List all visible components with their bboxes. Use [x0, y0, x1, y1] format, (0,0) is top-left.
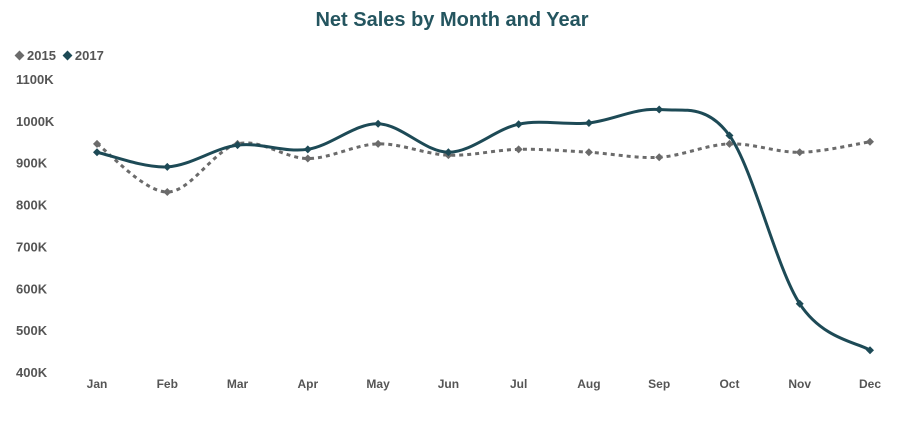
y-tick-label: 900K [16, 156, 48, 171]
x-tick-label: May [366, 377, 390, 391]
data-point-2017 [303, 145, 312, 154]
data-point-2017 [655, 105, 664, 114]
data-point-2015 [93, 139, 101, 148]
data-point-2017 [93, 148, 101, 157]
data-point-2015 [374, 139, 383, 148]
y-tick-label: 700K [16, 239, 48, 254]
x-tick-label: Aug [577, 377, 600, 391]
x-tick-label: Mar [227, 377, 249, 391]
data-point-2015 [655, 153, 664, 162]
legend-item-2015: 2015 [14, 48, 56, 63]
data-point-2015 [866, 137, 874, 146]
data-point-2015 [725, 139, 734, 148]
data-point-2017 [374, 119, 383, 128]
legend: 2015 2017 [14, 48, 104, 63]
x-tick-label: Sep [648, 377, 670, 391]
x-tick-label: Jun [438, 377, 459, 391]
y-tick-label: 800K [16, 198, 48, 213]
data-point-2017 [163, 162, 172, 171]
data-point-2017 [866, 346, 874, 355]
y-tick-label: 400K [16, 365, 48, 380]
data-point-2017 [725, 131, 734, 140]
data-point-2017 [795, 299, 804, 308]
data-point-2017 [233, 141, 242, 150]
x-tick-label: Feb [157, 377, 178, 391]
data-point-2015 [795, 148, 804, 157]
y-tick-label: 1000K [16, 114, 55, 129]
legend-item-2017: 2017 [62, 48, 104, 63]
x-tick-label: Nov [788, 377, 811, 391]
data-point-2015 [303, 154, 312, 163]
data-point-2015 [584, 148, 593, 157]
data-point-2017 [514, 120, 523, 129]
chart-title: Net Sales by Month and Year [315, 9, 589, 31]
y-tick-label: 600K [16, 281, 48, 296]
data-point-2017 [584, 118, 593, 127]
x-tick-label: Jul [510, 377, 527, 391]
legend-label-2017: 2017 [74, 48, 104, 63]
x-tick-label: Jan [87, 377, 108, 391]
y-tick-label: 500K [16, 323, 48, 338]
x-tick-label: Oct [719, 377, 739, 391]
data-point-2015 [163, 188, 172, 197]
x-tick-label: Apr [297, 377, 318, 391]
data-point-2015 [514, 145, 523, 154]
data-point-2017 [444, 148, 453, 157]
y-tick-label: 1100K [16, 72, 54, 87]
x-tick-label: Dec [859, 377, 881, 391]
series-line-2015 [96, 140, 871, 194]
legend-label-2015: 2015 [27, 48, 56, 63]
